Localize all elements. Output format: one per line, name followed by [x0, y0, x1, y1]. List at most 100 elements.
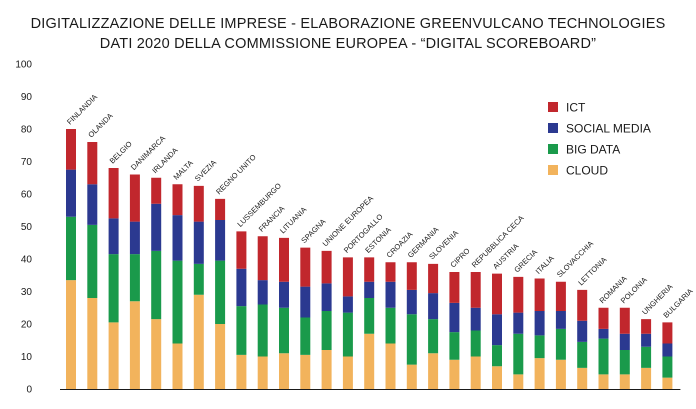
legend-label: SOCIAL MEDIA [566, 122, 651, 136]
bar-segment [385, 343, 396, 389]
bar-segment [236, 354, 247, 389]
category-label: ITALIA [534, 254, 556, 276]
bar-segment [428, 263, 439, 294]
bar-segment [577, 320, 588, 342]
bar-segment [428, 353, 439, 389]
bar-segment [598, 338, 609, 375]
bar-segment [279, 237, 289, 282]
bar-segment [406, 262, 417, 290]
bar-segment [577, 367, 588, 389]
legend: ICT SOCIAL MEDIA BIG DATA CLOUD [548, 101, 651, 178]
bar-segment [619, 350, 630, 375]
bar-segment [193, 263, 204, 295]
bar-segment [215, 220, 226, 261]
y-tick-label: 20 [21, 320, 33, 331]
bar-segment [321, 283, 332, 311]
category-label: FINLANDIA [65, 92, 99, 126]
bar-segment [257, 236, 268, 281]
bars-group [66, 129, 673, 389]
bar-segment [87, 142, 98, 185]
bar-segment [215, 260, 226, 324]
bar-segment [172, 260, 183, 344]
bar-segment [321, 350, 332, 389]
bar-segment [470, 307, 481, 331]
bar-segment [193, 185, 204, 222]
bar-segment [449, 272, 460, 303]
bar-segment [534, 311, 545, 336]
bar-segment [279, 307, 289, 354]
bar-segment [470, 356, 481, 389]
category-label: UNIONE EUROPEA [321, 194, 375, 248]
category-label: LETTONIA [576, 255, 608, 287]
bar-segment [236, 231, 247, 269]
y-tick-label: 10 [21, 352, 33, 363]
bar-segment [662, 377, 673, 389]
bar-segment [492, 314, 502, 346]
bar-segment [193, 294, 204, 389]
bar-segment [108, 322, 119, 389]
bar-segment [342, 312, 353, 357]
bar-segment [449, 302, 460, 333]
bar-segment [513, 333, 524, 375]
bar-segment [236, 268, 247, 307]
bar-segment [577, 341, 588, 368]
bar-segment [236, 306, 247, 355]
y-tick-label: 0 [26, 385, 32, 396]
bar-segment [577, 289, 588, 321]
category-label: MALTA [172, 158, 195, 181]
bar-segment [619, 333, 630, 350]
bar-segment [619, 374, 630, 389]
bar-segment [385, 281, 396, 308]
bar-segment [129, 254, 140, 302]
bar-segment [364, 281, 375, 298]
bar-segment [641, 346, 652, 368]
bar-segment [108, 168, 119, 219]
category-label: REGNO UNITO [214, 152, 258, 196]
category-label: BELGIO [108, 139, 134, 165]
bar-segment [428, 293, 439, 320]
bar-segment [151, 319, 162, 389]
bar-segment [257, 304, 268, 357]
category-label: OLANDA [86, 111, 114, 139]
bar-segment [257, 356, 268, 389]
bar-segment [406, 314, 417, 365]
bar-segment [215, 198, 226, 220]
bar-segment [342, 296, 353, 313]
y-tick-label: 90 [21, 92, 33, 103]
y-tick-label: 70 [21, 157, 33, 168]
bar-segment [87, 298, 98, 389]
bar-segment [555, 311, 566, 329]
category-label: LUSSEMBURGO [235, 181, 283, 229]
bar-segment [449, 332, 460, 360]
bar-segment [449, 359, 460, 389]
bar-segment [492, 273, 502, 315]
bar-segment [279, 281, 289, 308]
bar-segment [555, 359, 566, 389]
bar-segment [641, 367, 652, 389]
bar-segment [428, 319, 439, 354]
bar-segment [534, 335, 545, 359]
y-axis: 0 10 20 30 40 50 60 70 80 90 100 [15, 60, 681, 396]
bar-segment [129, 174, 140, 222]
bar-segment [108, 254, 119, 323]
bar-segment [364, 298, 375, 334]
bar-segment [66, 169, 76, 217]
legend-swatch [548, 144, 558, 154]
y-tick-label: 80 [21, 125, 33, 136]
bar-segment [406, 289, 417, 315]
bar-segment [300, 354, 311, 389]
bar-segment [342, 356, 353, 389]
bar-segment [513, 374, 524, 389]
bar-segment [555, 281, 566, 311]
legend-label: BIG DATA [566, 143, 620, 157]
bar-segment [598, 374, 609, 389]
category-label: CIPRO [448, 246, 471, 269]
bar-segment [172, 343, 183, 389]
bar-segment [598, 328, 609, 339]
y-tick-label: 100 [15, 60, 32, 71]
y-tick-label: 30 [21, 287, 33, 298]
bar-segment [193, 221, 204, 264]
bar-segment [66, 129, 76, 170]
bar-segment [342, 257, 353, 297]
